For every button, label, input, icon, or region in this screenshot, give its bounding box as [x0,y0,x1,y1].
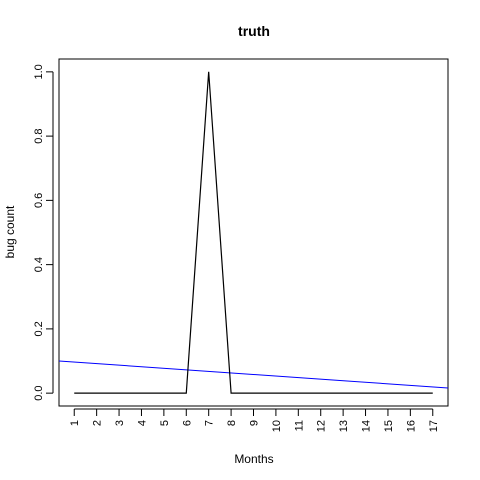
y-axis-label: bug count [3,205,17,258]
x-tick-label: 15 [383,420,395,432]
x-tick-label: 3 [114,420,126,426]
x-tick-label: 11 [293,420,305,431]
x-tick-label: 13 [338,420,350,432]
y-tick-label: 0.0 [33,385,45,400]
x-tick-label: 2 [92,420,104,426]
x-axis-label: Months [234,452,273,466]
y-tick-label: 0.4 [33,257,45,272]
x-tick-label: 12 [316,420,328,432]
x-tick-label: 7 [204,420,216,426]
x-tick-label: 4 [136,420,148,426]
x-tick-label: 6 [181,420,193,426]
y-tick-label: 1.0 [33,64,45,79]
x-tick-label: 8 [226,420,238,426]
y-tick-label: 0.2 [33,321,45,336]
x-tick-label: 9 [249,420,261,426]
x-tick-label: 5 [159,420,171,426]
x-tick-label: 16 [405,420,417,432]
x-tick-label: 1 [69,420,81,426]
x-tick-label: 17 [428,420,440,432]
x-tick-label: 10 [271,420,283,432]
chart-title: truth [238,23,270,39]
y-tick-label: 0.8 [33,128,45,143]
y-tick-label: 0.6 [33,193,45,208]
x-tick-label: 14 [361,420,373,432]
plot-layer: 1 2 3 4 5 6 7 8 9 10 11 12 13 14 15 16 170.00.20.40.60.8… [33,64,449,432]
plot-frame [58,58,449,407]
series-line [74,71,433,394]
trend-line [58,360,449,389]
